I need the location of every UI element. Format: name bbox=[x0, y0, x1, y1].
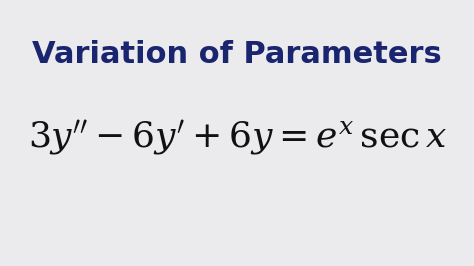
Text: $3y^{\prime\prime} - 6y^{\prime} + 6y = e^{x}\,\mathrm{sec}\,x$: $3y^{\prime\prime} - 6y^{\prime} + 6y = … bbox=[28, 119, 447, 157]
Text: Variation of Parameters: Variation of Parameters bbox=[32, 40, 442, 69]
